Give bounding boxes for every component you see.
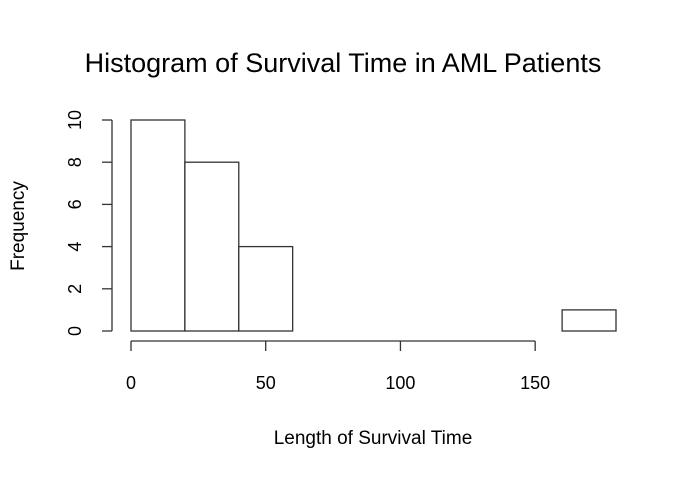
histogram-bar-2 bbox=[238, 245, 294, 332]
y-tick-label: 2 bbox=[65, 284, 85, 294]
x-tick-label: 0 bbox=[126, 373, 136, 393]
y-tick-label: 8 bbox=[65, 157, 85, 167]
y-tick-label: 4 bbox=[65, 242, 85, 252]
x-tick-label: 150 bbox=[520, 373, 550, 393]
x-tick-label: 100 bbox=[385, 373, 415, 393]
y-axis: 0 2 4 6 8 10 bbox=[65, 110, 113, 336]
x-axis: 0 50 100 150 bbox=[126, 340, 550, 393]
y-tick-label: 6 bbox=[65, 199, 85, 209]
histogram-bar-0 bbox=[130, 119, 186, 332]
chart-title: Histogram of Survival Time in AML Patien… bbox=[85, 48, 602, 78]
bars-group bbox=[130, 119, 617, 332]
histogram-bar-8 bbox=[561, 309, 617, 332]
y-tick-label: 10 bbox=[65, 110, 85, 130]
x-axis-label: Length of Survival Time bbox=[274, 428, 473, 449]
y-axis-label: Frequency bbox=[8, 181, 29, 271]
histogram-bar-1 bbox=[184, 161, 240, 332]
y-tick-label: 0 bbox=[65, 326, 85, 336]
x-tick-label: 50 bbox=[256, 373, 276, 393]
